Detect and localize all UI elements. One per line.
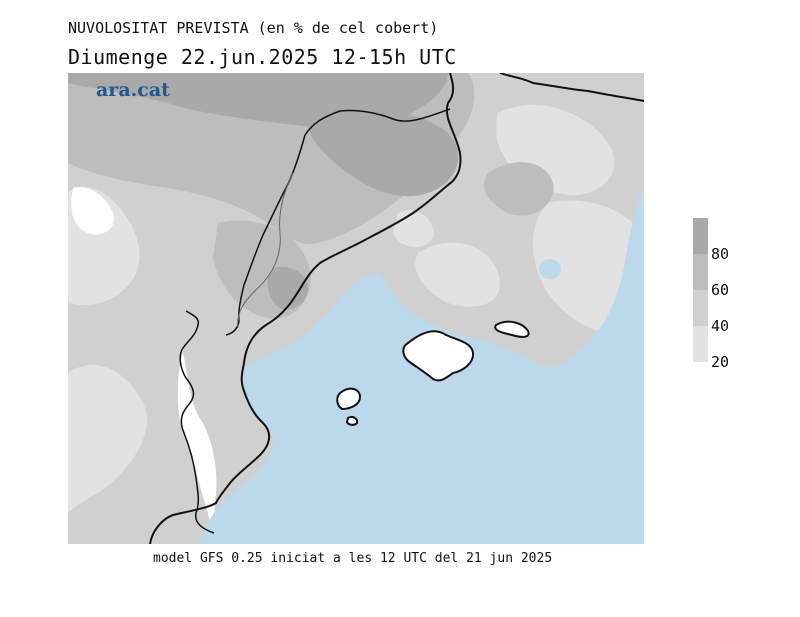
legend-swatch-20	[693, 326, 708, 362]
border-france-spain	[304, 108, 451, 136]
island-ibiza	[336, 387, 362, 411]
legend-label-20: 20	[711, 353, 729, 368]
legend-swatch-80	[693, 218, 708, 254]
island-menorca	[494, 320, 530, 338]
aracat-logo: ara.cat	[96, 79, 170, 101]
legend-label-80: 80	[711, 245, 729, 263]
cloud-cover-legend: 80 60 40 20	[693, 218, 729, 368]
cloud-cover-map	[68, 73, 644, 544]
cloud-area-20-40	[68, 104, 644, 513]
model-footer: model GFS 0.25 iniciat a les 12 UTC del …	[153, 551, 553, 566]
cloud-area-80-plus	[68, 73, 459, 310]
map-title: NUVOLOSITAT PREVISTA (en % de cel cobert…	[68, 19, 439, 37]
legend-swatch-40	[693, 290, 708, 326]
legend-label-60: 60	[711, 281, 729, 299]
island-formentera	[345, 415, 359, 426]
legend-swatch-60	[693, 254, 708, 290]
clear-land	[71, 187, 233, 544]
map-subtitle: Diumenge 22.jun.2025 12-15h UTC	[68, 45, 457, 69]
coastline	[149, 73, 644, 544]
legend-label-40: 40	[711, 317, 729, 335]
border-region-faint	[237, 172, 294, 329]
island-mallorca	[402, 330, 475, 382]
inland-water	[539, 259, 561, 279]
border-inland-west	[179, 310, 215, 534]
